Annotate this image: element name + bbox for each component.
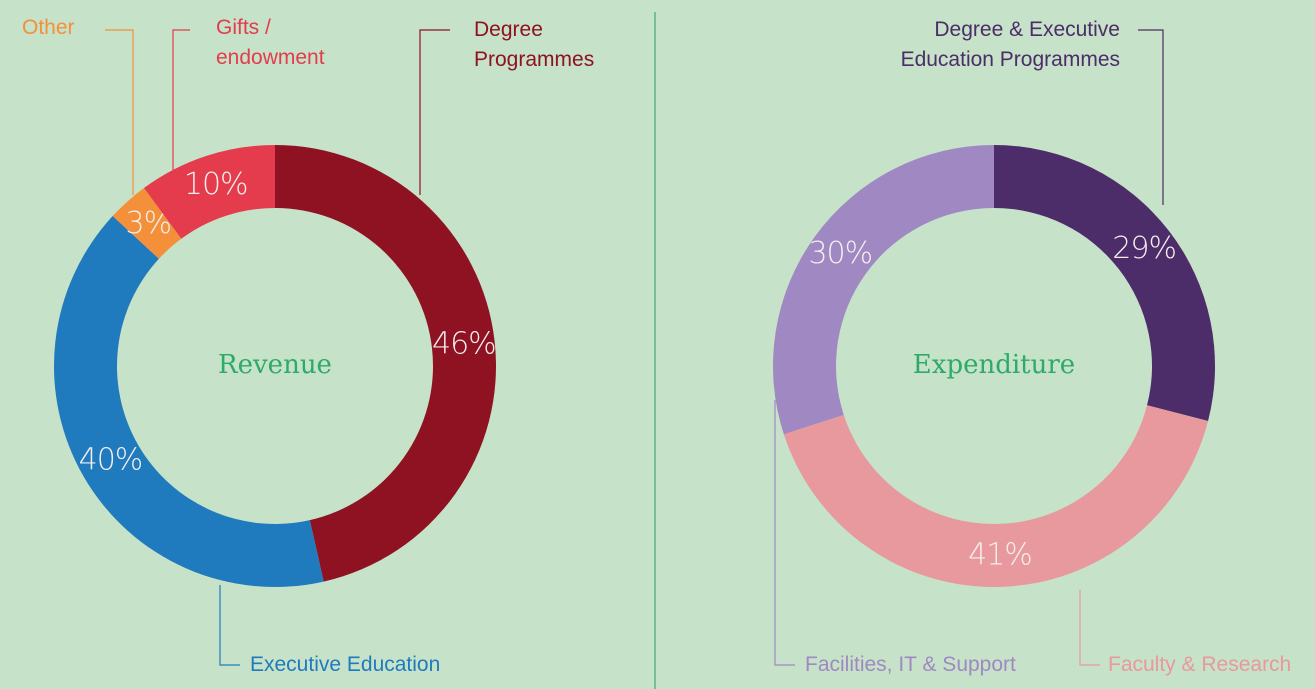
donut-segment bbox=[143, 145, 275, 239]
legend-label: Facilities, IT & Support bbox=[805, 653, 1016, 676]
chart-title: Revenue bbox=[218, 350, 332, 380]
donut-segment bbox=[112, 188, 182, 259]
legend-label: Degree Programmes bbox=[474, 18, 595, 71]
value-label: 46% bbox=[432, 326, 496, 361]
donut-segment bbox=[783, 405, 1209, 588]
leader-line bbox=[1138, 29, 1164, 205]
leader-line bbox=[1079, 590, 1100, 666]
legend-label: Degree & Executive Education Programmes bbox=[900, 18, 1120, 71]
leader-line bbox=[105, 29, 134, 195]
legend-label: Faculty & Research bbox=[1108, 653, 1292, 676]
chart-title: Expenditure bbox=[913, 350, 1075, 380]
legend-label: Other bbox=[22, 16, 75, 39]
donut-segment bbox=[53, 216, 324, 588]
donut-segment bbox=[994, 145, 1215, 421]
legend-label: Gifts / endowment bbox=[216, 16, 325, 69]
legend-label: Executive Education bbox=[250, 653, 441, 676]
leader-line bbox=[419, 29, 450, 195]
value-label: 40% bbox=[79, 443, 143, 478]
leader-line bbox=[219, 585, 240, 666]
value-label: 30% bbox=[808, 236, 872, 271]
leader-line bbox=[774, 400, 795, 666]
donut-segment bbox=[773, 145, 994, 435]
leader-line bbox=[172, 29, 190, 170]
value-label: 29% bbox=[1112, 231, 1176, 266]
value-label: 10% bbox=[184, 167, 248, 202]
value-label: 41% bbox=[968, 537, 1032, 572]
donut-segment bbox=[275, 145, 497, 582]
